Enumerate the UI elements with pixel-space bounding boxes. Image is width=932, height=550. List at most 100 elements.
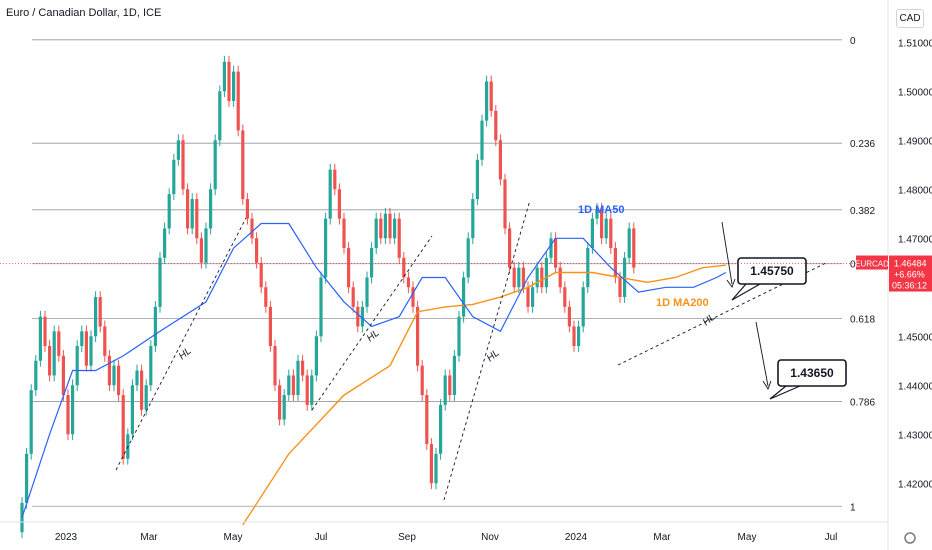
candle-body [397, 218, 401, 258]
candle-body [540, 267, 544, 288]
candle-body [259, 262, 263, 288]
candle-body [48, 346, 52, 376]
candle-body [186, 189, 190, 229]
candle-body [227, 61, 231, 102]
candle-body [29, 390, 33, 454]
candle-body [443, 375, 447, 405]
candle-body [508, 228, 512, 268]
candle-body [163, 228, 167, 258]
fib-level-label: 0 [850, 36, 856, 47]
candle-body [199, 238, 203, 263]
candle-body [342, 218, 346, 249]
candle-body [52, 331, 56, 376]
time-tick-label: May [738, 532, 757, 543]
symbol-tag [856, 255, 888, 270]
candle-body [135, 370, 139, 386]
price-tick-label: 1.42000 [898, 479, 932, 490]
candle-body [61, 355, 65, 396]
candle-body [121, 395, 125, 459]
callout-price: 1.43650 [790, 366, 834, 380]
candle-body [213, 140, 217, 190]
candle-body [356, 306, 360, 327]
candle-body [43, 316, 47, 347]
price-tag[interactable] [889, 255, 932, 292]
candle-body [503, 179, 507, 229]
candlestick-series [20, 55, 636, 539]
currency-selector[interactable]: CAD [896, 9, 924, 28]
arrow-head-icon [726, 278, 736, 288]
time-tick-label: Jul [825, 532, 838, 543]
candle-body [379, 218, 383, 239]
candle-body [370, 248, 374, 278]
candle-body [250, 218, 254, 239]
candle-body [512, 267, 516, 288]
projection-arrow-1 [721, 221, 733, 285]
time-tick-label: 2024 [565, 532, 588, 543]
fib-level-label: 0.382 [850, 206, 875, 217]
candle-body [310, 375, 314, 405]
fib-level-label: 0.618 [850, 315, 875, 326]
candle-body [107, 355, 111, 386]
candle-body [153, 306, 157, 347]
hl-trendline[interactable] [311, 235, 433, 411]
candle-body [103, 326, 107, 356]
candle-body [241, 130, 245, 200]
hl-trendline[interactable] [115, 217, 247, 471]
candle-body [75, 346, 79, 386]
price-tick-label: 1.51000 [898, 38, 932, 49]
callout-box[interactable] [777, 359, 847, 387]
candle-body [521, 267, 525, 288]
price-tick-label: 1.48000 [898, 185, 932, 196]
candle-body [264, 287, 268, 307]
candle-body [57, 331, 61, 356]
price-tag-value: 1.46484 [894, 259, 927, 269]
candle-body [544, 257, 548, 288]
candle-body [567, 306, 571, 327]
fib-level-label: 0.786 [850, 397, 875, 408]
candle-body [425, 395, 429, 445]
candle-body [305, 375, 309, 405]
candle-body [517, 267, 521, 288]
candle-body [291, 375, 295, 396]
arrow-head-icon [762, 380, 772, 391]
candle-body [411, 287, 415, 307]
moving-averages: 1D MA50 1D MA200 [21, 204, 727, 526]
candle-body [204, 228, 208, 263]
ma50-line [21, 222, 727, 518]
candle-body [590, 218, 594, 249]
candle-body [117, 365, 121, 396]
time-tick-label: Mar [653, 532, 671, 543]
time-tick-label: Nov [481, 532, 499, 543]
candle-body [25, 453, 29, 503]
candle-body [314, 336, 318, 376]
ma200-line [242, 264, 726, 526]
candle-body [324, 218, 328, 278]
callout-box[interactable] [737, 257, 807, 285]
fib-level-label: 1 [850, 502, 856, 513]
candle-body [471, 199, 475, 239]
candle-body [255, 238, 259, 263]
price-tick-label: 1.44000 [898, 381, 932, 392]
price-tag-countdown: 05:36:12 [892, 281, 927, 291]
candle-body [577, 326, 581, 347]
candle-body [632, 228, 636, 268]
candle-body [416, 306, 420, 366]
hl-trendline[interactable] [443, 199, 531, 501]
gear-icon[interactable] [904, 532, 916, 544]
candle-body [609, 218, 613, 249]
candle-body [475, 159, 479, 200]
candle-body [232, 71, 236, 102]
candle-body [84, 331, 88, 366]
candle-body [572, 326, 576, 347]
candle-body [462, 277, 466, 317]
candle-body [554, 238, 558, 268]
ma50-legend: 1D MA50 [578, 204, 624, 216]
candle-body [429, 444, 433, 484]
candle-body [278, 385, 282, 420]
candle-body [563, 287, 567, 307]
candle-body [140, 370, 144, 410]
